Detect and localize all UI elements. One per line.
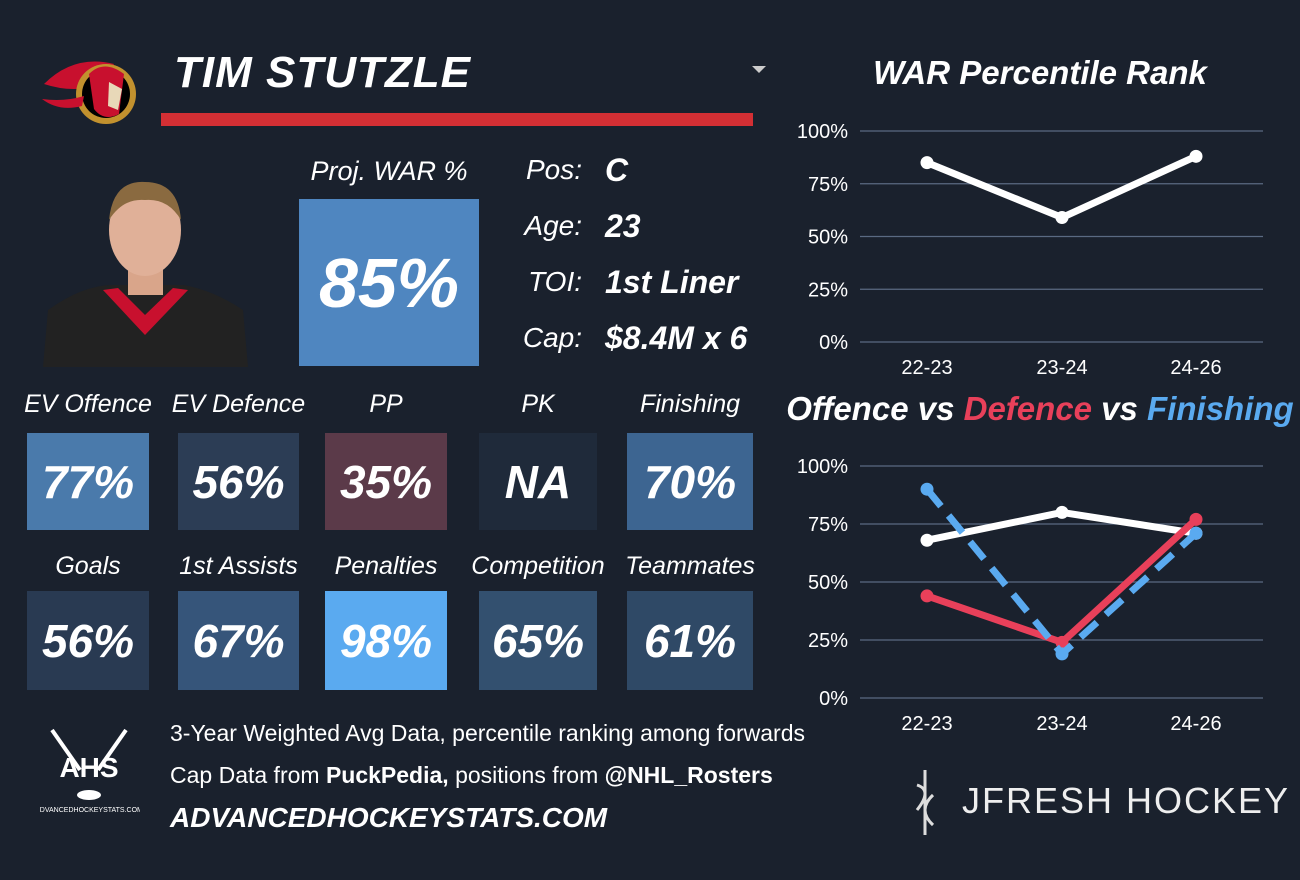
proj-label: Proj. WAR % [310, 156, 468, 186]
point [1055, 505, 1069, 519]
dropdown[interactable] [750, 64, 768, 76]
x-tick-label: 23-24 [1036, 357, 1087, 379]
x-tick-label: 23-24 [1036, 713, 1087, 735]
info-label: Cap: [522, 322, 582, 353]
tile-value: 77% [27, 433, 149, 530]
point [920, 533, 934, 547]
footer-line1: 3-Year Weighted Avg Data, percentile ran… [170, 720, 806, 746]
point [1189, 149, 1203, 163]
footer-source: @NHL_Rosters [604, 762, 773, 788]
legend-entry: Finishing [1147, 390, 1294, 427]
tile-label: 1st Assists [179, 552, 298, 580]
tile-label: EV Defence [171, 390, 306, 418]
ahs-logo: AHS ADVANCEDHOCKEYSTATS.COM [40, 728, 140, 814]
tile-label: Goals [55, 552, 121, 580]
tile-label: Teammates [625, 552, 755, 580]
player-name: TIM STUTZLE [174, 48, 471, 97]
info-value: C [605, 152, 629, 188]
point [1189, 512, 1203, 526]
title-joiner: vs [1092, 390, 1147, 427]
point [1189, 526, 1203, 540]
proj-value: 85% [299, 199, 479, 366]
footer-line2: Cap Data from PuckPedia, positions from … [170, 762, 773, 789]
line [925, 153, 1198, 222]
tile-value: 35% [325, 433, 447, 530]
tile-value: NA [479, 433, 597, 530]
info-label: Age: [524, 210, 582, 241]
info-label: TOI: [528, 266, 582, 297]
ahs-logo-text: AHS [59, 752, 118, 783]
y-tick-label: 25% [808, 279, 848, 301]
line [925, 516, 1199, 646]
info-row: TOI: 1st Liner [510, 262, 770, 308]
tile-value: 56% [178, 433, 299, 530]
footer-text: positions from [448, 762, 605, 788]
tile-value: 70% [627, 433, 753, 530]
brand: JFRESH HOCKEY [962, 780, 1291, 821]
legend-entry: Defence [964, 390, 1092, 427]
y-tick-label: 50% [808, 227, 848, 249]
info-row: Age: 23 [510, 206, 770, 252]
y-tick-label: 100% [797, 121, 848, 143]
legend-entry: Offence [786, 390, 908, 427]
charts: WAR Percentile Rank 0% 25% 50% 75% 100% 22-23 2… [786, 54, 1293, 735]
x-tick-label: 22-23 [901, 713, 952, 735]
point [920, 589, 934, 603]
tile-value: 56% [27, 591, 149, 690]
name-underline [161, 113, 753, 126]
tile-value: 65% [479, 591, 597, 690]
y-tick-label: 50% [808, 572, 848, 594]
info-value: 1st Liner [605, 264, 739, 300]
ahs-logo-small: ADVANCEDHOCKEYSTATS.COM [40, 807, 140, 814]
team-logo [42, 61, 136, 124]
tile-label: PP [369, 390, 403, 418]
y-tick-label: 75% [808, 514, 848, 536]
tile-label: Penalties [334, 552, 438, 580]
info-value: 23 [605, 208, 641, 244]
point [920, 482, 934, 496]
x-tick-label: 22-23 [901, 357, 952, 379]
footer-site: ADVANCEDHOCKEYSTATS.COM [170, 802, 608, 833]
y-tick-label: 100% [797, 456, 848, 478]
title-joiner: vs [909, 390, 964, 427]
chart-title: Offence vs Defence vs Finishing [786, 390, 1293, 427]
y-tick-label: 0% [819, 688, 848, 710]
tile-value: 98% [325, 591, 447, 690]
tile-label: Competition [471, 552, 605, 580]
info-row: Cap: $8.4M x 6 [510, 318, 770, 364]
chart-title: WAR Percentile Rank [873, 54, 1208, 91]
y-tick-label: 25% [808, 630, 848, 652]
player-photo [43, 181, 248, 367]
tile-label: EV Offence [24, 390, 152, 418]
tile-value: 67% [178, 591, 299, 690]
info-row: Pos: C [510, 150, 770, 196]
y-tick-label: 0% [819, 332, 848, 354]
footer-text: Cap Data from [170, 762, 326, 788]
point [1055, 647, 1069, 661]
y-tick-label: 75% [808, 174, 848, 196]
point [1055, 211, 1069, 225]
brand-logo [915, 770, 935, 835]
info-label: Pos: [525, 154, 582, 185]
point [920, 156, 934, 170]
x-tick-label: 24-26 [1170, 713, 1221, 735]
info-value: $8.4M x 6 [605, 320, 748, 356]
tile-value: 61% [627, 591, 753, 690]
tile-label: PK [521, 390, 555, 418]
footer-source: PuckPedia, [325, 762, 449, 788]
x-tick-label: 24-26 [1170, 357, 1221, 379]
tile-label: Finishing [639, 390, 741, 418]
